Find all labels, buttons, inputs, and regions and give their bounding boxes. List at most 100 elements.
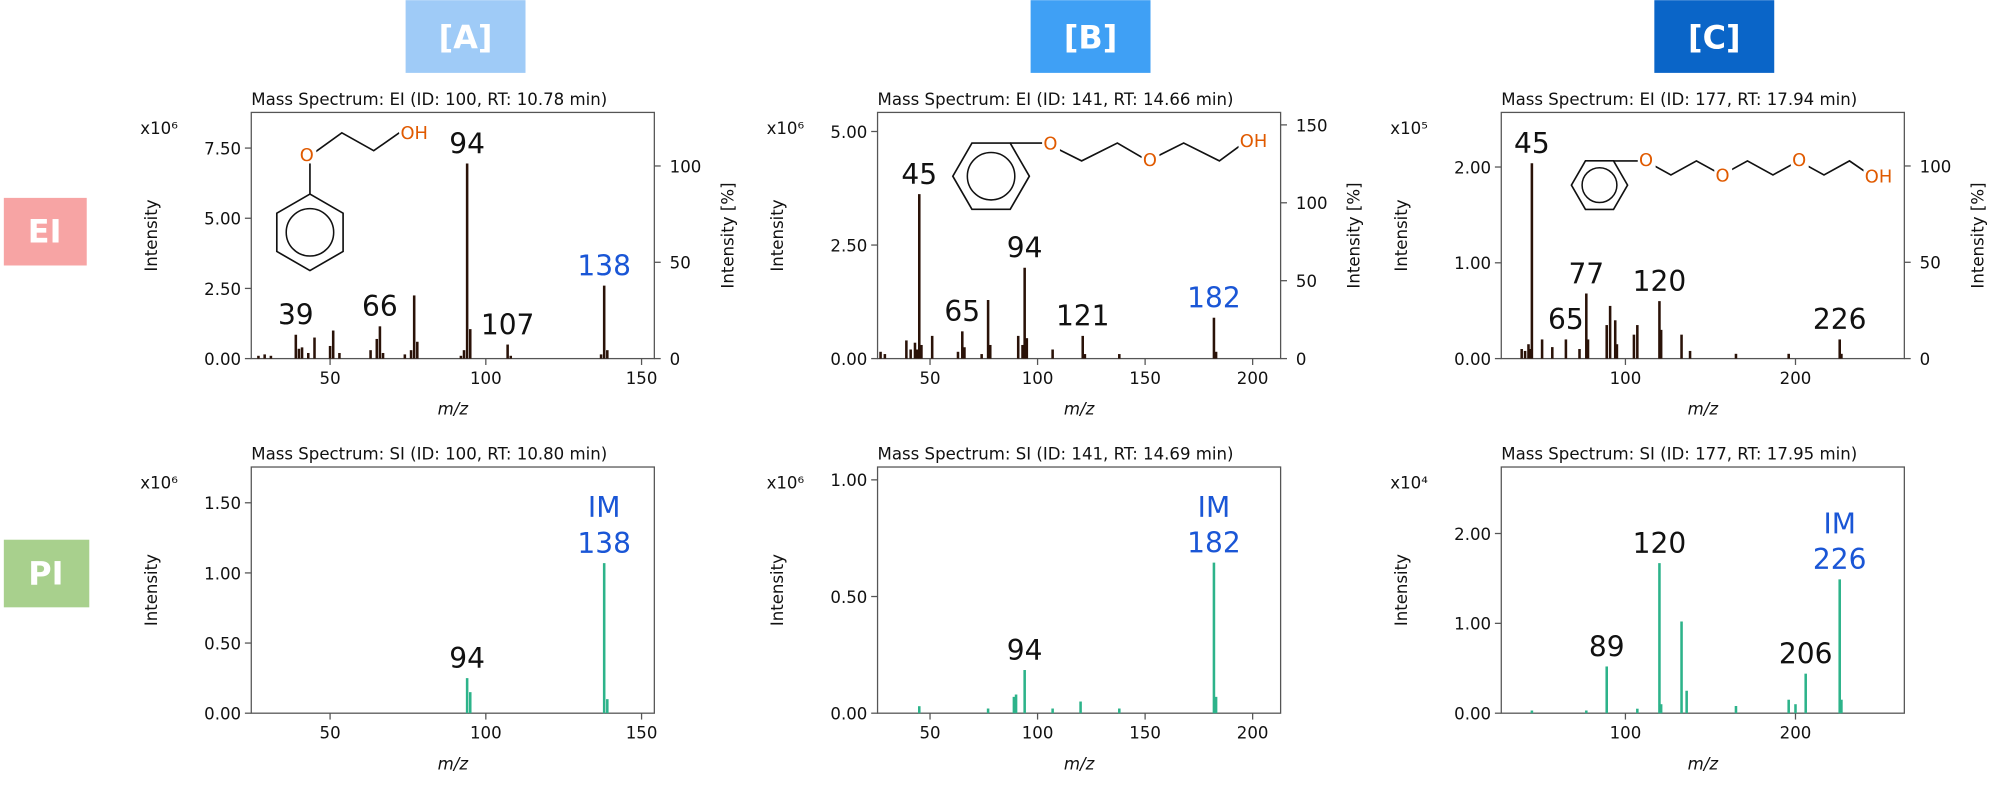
scale-label: x10⁶ [140,474,178,493]
y-tick-label: 1.00 [204,564,241,583]
plot-frame [1500,111,1905,360]
peak-label: 45 [901,158,937,191]
plot-frame [250,466,655,714]
panel: Mass Spectrum: SI (ID: 141, RT: 14.69 mi… [767,444,1282,773]
scale-label: x10⁴ [1390,474,1428,493]
peak-label: 120 [1633,265,1687,298]
peak-label-prefix: IM [1823,507,1855,540]
atom-label: OH [1865,167,1892,188]
atom-label: OH [401,123,428,144]
x-tick-label: 50 [320,369,341,388]
row-header: PI [28,554,63,592]
panel: Mass Spectrum: EI (ID: 177, RT: 17.94 mi… [1390,90,1987,419]
y2-axis-label: Intensity [%] [1968,182,1987,288]
y-tick-label: 2.00 [1454,525,1491,544]
peak-label: 226 [1813,303,1867,336]
scale-label: x10⁶ [140,119,178,138]
chart-title: Mass Spectrum: SI (ID: 100, RT: 10.80 mi… [251,444,607,463]
peak-label: 121 [1056,300,1110,333]
y-tick-label: 0.50 [830,588,867,607]
x-tick-label: 150 [1129,369,1161,388]
row-header-box [3,539,90,608]
x-tick-label: 200 [1237,724,1269,743]
atom-bg [399,121,428,142]
y-tick-label: 5.00 [204,210,241,229]
y-tick-label: 2.00 [1454,158,1491,177]
atom-bg [1637,148,1656,169]
y-tick-label: 7.50 [204,139,241,158]
peak-label: 94 [1007,232,1043,265]
x-tick-label: 150 [626,369,658,388]
x-tick-label: 100 [1610,369,1642,388]
chart-title: Mass Spectrum: SI (ID: 177, RT: 17.95 mi… [1501,444,1857,463]
x-tick-label: 100 [470,724,502,743]
chart-title: Mass Spectrum: SI (ID: 141, RT: 14.69 mi… [878,444,1234,463]
atom-bg [1042,131,1060,152]
scale-label: x10⁶ [767,474,805,493]
x-axis-label: m/z [438,400,469,419]
aromatic-circle [966,151,1016,201]
peak-label: 138 [577,249,631,282]
x-tick-label: 50 [919,724,940,743]
x-tick-label: 150 [626,724,658,743]
y2-tick-label: 100 [1296,194,1328,213]
y-axis-label: Intensity [1392,199,1411,271]
y-axis-label: Intensity [142,199,161,271]
y2-tick-label: 150 [1296,116,1328,135]
chain-bond [309,131,400,195]
y2-tick-label: 100 [670,157,702,176]
peak-label: 107 [481,308,535,341]
atom-label: O [1792,150,1806,171]
peak-label: 206 [1779,637,1833,670]
y2-tick-label: 50 [1920,254,1941,273]
peak-label-prefix: IM [1198,491,1230,524]
x-axis-label: m/z [1688,400,1719,419]
x-tick-label: 100 [470,369,502,388]
atom-label: OH [1240,131,1267,152]
y-tick-label: 0.00 [830,705,867,724]
peak-label: 94 [449,127,485,160]
peak-label: 45 [1514,127,1550,160]
column-header-box [1030,0,1151,73]
column-header: [B] [1064,19,1117,57]
aromatic-circle [285,207,335,257]
y2-axis-label: Intensity [%] [1345,182,1364,288]
plot-frame [1500,466,1905,714]
y-tick-label: 0.00 [1454,705,1491,724]
y-axis-label: Intensity [142,554,161,626]
plot-frame [876,111,1282,360]
benzene-ring [275,193,344,272]
scale-label: x10⁶ [767,119,805,138]
atom-label: O [1639,150,1653,171]
panel: Mass Spectrum: SI (ID: 100, RT: 10.80 mi… [140,444,657,773]
y-tick-label: 0.50 [204,634,241,653]
y-tick-label: 1.00 [1454,254,1491,273]
atom-bg [298,143,317,164]
peak-label: 89 [1589,630,1625,663]
atom-label: O [300,145,314,166]
column-header-box [1654,0,1775,73]
chart-title: Mass Spectrum: EI (ID: 177, RT: 17.94 mi… [1501,90,1857,109]
peak-label: 39 [278,299,314,332]
column-header: [A] [439,19,493,57]
chart-title: Mass Spectrum: EI (ID: 141, RT: 14.66 mi… [878,90,1234,109]
panel: Mass Spectrum: EI (ID: 141, RT: 14.66 mi… [767,90,1364,419]
aromatic-circle [1581,166,1618,204]
y-axis-label: Intensity [768,554,787,626]
plot-frame [250,111,655,360]
y2-tick-label: 0 [670,350,681,369]
atom-label: O [1043,133,1057,154]
x-tick-label: 200 [1780,369,1812,388]
x-tick-label: 200 [1237,369,1269,388]
peak-label: 65 [944,295,980,328]
y-tick-label: 2.50 [204,280,241,299]
row-header: EI [28,213,62,251]
y-tick-label: 2.50 [830,236,867,255]
panel: Mass Spectrum: SI (ID: 177, RT: 17.95 mi… [1390,444,1905,773]
peak-label: 120 [1633,527,1687,560]
y2-tick-label: 0 [1920,350,1931,369]
peak-label: 77 [1568,257,1604,290]
x-axis-label: m/z [1688,754,1719,773]
y-tick-label: 1.50 [204,494,241,513]
